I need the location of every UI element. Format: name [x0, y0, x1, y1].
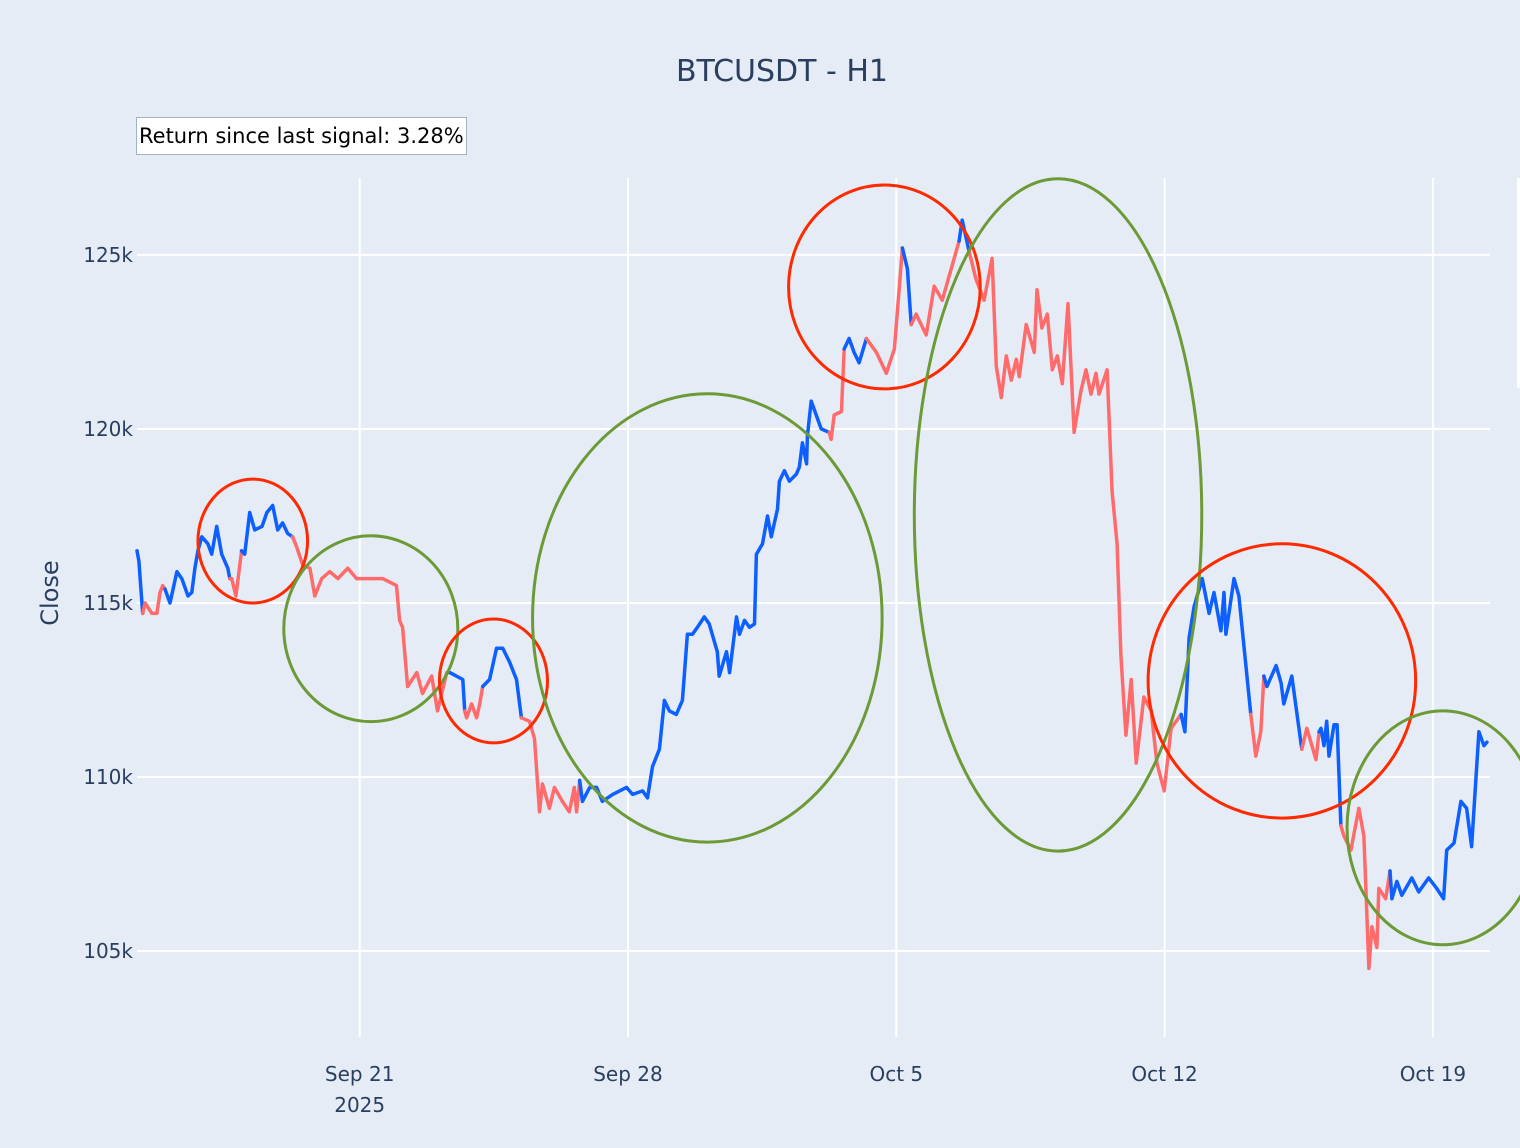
x-tick-label: Sep 21 — [325, 1062, 395, 1086]
red-signal-ellipse — [437, 617, 549, 745]
downtrend-segment — [967, 249, 1183, 793]
downtrend-segment — [462, 684, 485, 720]
green-signal-ellipse — [282, 534, 460, 724]
uptrend-segment — [1179, 576, 1253, 734]
y-tick-label: 105k — [83, 939, 133, 963]
green-signal-ellipse — [912, 177, 1204, 853]
downtrend-segment — [519, 716, 582, 814]
signal-ellipses — [196, 177, 1520, 947]
uptrend-segment — [1317, 719, 1343, 828]
downtrend-segment — [228, 549, 244, 598]
return-annotation: Return since last signal: 3.28% — [136, 117, 467, 155]
uptrend-segment — [239, 503, 295, 556]
downtrend-segment — [827, 347, 846, 442]
uptrend-segment — [900, 246, 913, 327]
y-tick-label: 110k — [83, 765, 133, 789]
green-signal-ellipse — [531, 392, 884, 844]
y-tick-label: 125k — [83, 243, 133, 267]
uptrend-segment — [135, 549, 145, 616]
downtrend-segment — [1300, 726, 1321, 762]
uptrend-segment — [448, 670, 467, 713]
x-axis-ticks: Sep 21 2025 Sep 28 Oct 5 Oct 12 Oct 19 — [325, 1062, 1466, 1117]
green-signal-ellipse — [1345, 709, 1520, 947]
y-axis-ticks: 105k 110k 115k 120k 125k — [83, 243, 133, 963]
gridlines — [137, 178, 1490, 1037]
x-tick-year-label: 2025 — [334, 1093, 385, 1117]
chart-title: BTCUSDT - H1 — [675, 54, 889, 89]
price-series — [135, 218, 1489, 971]
downtrend-segment — [290, 535, 452, 713]
uptrend-segment — [577, 399, 831, 804]
red-signal-ellipse — [196, 477, 310, 605]
uptrend-segment — [1262, 663, 1304, 751]
downtrend-segment — [140, 583, 167, 616]
x-tick-label: Sep 28 — [593, 1062, 663, 1086]
red-signal-ellipse — [1146, 542, 1418, 820]
legend-edge — [1517, 178, 1520, 388]
y-tick-label: 115k — [83, 591, 133, 615]
y-tick-label: 120k — [83, 417, 133, 441]
uptrend-segment — [1388, 730, 1489, 901]
x-tick-label: Oct 12 — [1131, 1062, 1197, 1086]
downtrend-segment — [1249, 674, 1266, 758]
red-signal-ellipse — [787, 183, 982, 391]
x-tick-label: Oct 19 — [1400, 1062, 1466, 1086]
y-axis-title: Close — [36, 560, 64, 626]
downtrend-segment — [909, 239, 961, 337]
uptrend-segment — [957, 218, 971, 254]
uptrend-segment — [480, 646, 524, 720]
x-tick-label: Oct 5 — [869, 1062, 923, 1086]
uptrend-segment — [842, 336, 869, 365]
downtrend-segment — [864, 246, 905, 376]
